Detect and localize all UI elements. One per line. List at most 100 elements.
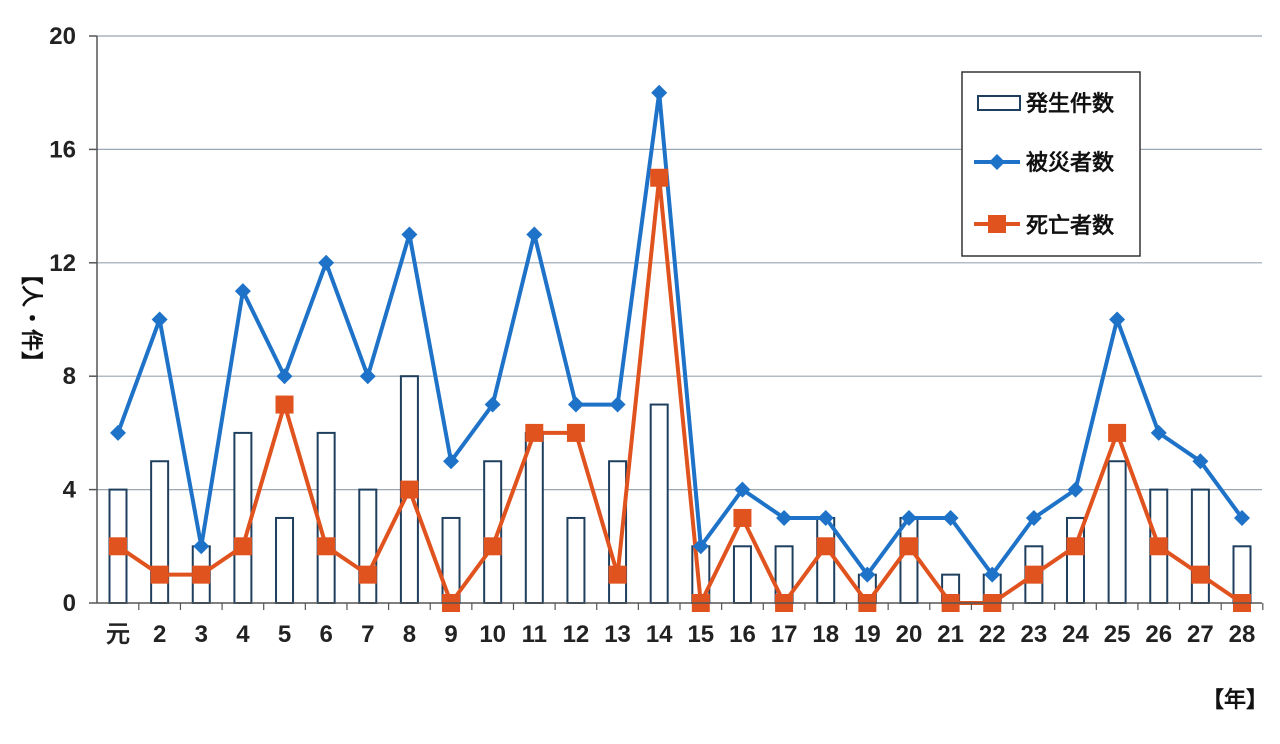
legend-label-deaths: 死亡者数 bbox=[1026, 213, 1115, 239]
x-tick-label: 19 bbox=[854, 621, 881, 648]
victims-point bbox=[276, 368, 293, 385]
bar bbox=[899, 516, 919, 605]
victims-point bbox=[776, 509, 793, 526]
victims-point bbox=[734, 481, 751, 498]
victims-point bbox=[401, 226, 418, 243]
victims-point bbox=[984, 566, 1001, 583]
legend-victims-marker bbox=[989, 154, 1005, 170]
x-tick-label: 17 bbox=[771, 621, 798, 648]
victims-point bbox=[484, 396, 501, 413]
line-series bbox=[109, 84, 1252, 612]
deaths-point bbox=[400, 480, 419, 499]
deaths-point bbox=[650, 168, 669, 187]
y-axis-label: 【人・件】 bbox=[18, 263, 43, 373]
x-tick-label: 12 bbox=[563, 621, 590, 648]
y-tick-label: 0 bbox=[63, 590, 76, 617]
x-axis-label: 【年】 bbox=[1202, 687, 1268, 713]
axes bbox=[96, 36, 1262, 604]
x-tick-label: 元 bbox=[106, 621, 130, 648]
victims-point bbox=[151, 311, 168, 328]
x-tick-label: 9 bbox=[444, 621, 457, 648]
x-tick-label: 6 bbox=[319, 621, 332, 648]
x-tick-label: 15 bbox=[687, 621, 714, 648]
victims-point bbox=[234, 283, 251, 300]
x-tick-label: 20 bbox=[896, 621, 923, 648]
bar bbox=[816, 516, 836, 605]
x-tick-label: 23 bbox=[1021, 621, 1048, 648]
x-tick-label: 27 bbox=[1187, 621, 1214, 648]
x-tick-label: 10 bbox=[479, 621, 506, 648]
bar bbox=[649, 403, 669, 604]
y-axis-ticks: 0 4 8 12 16 20 bbox=[49, 23, 76, 617]
legend-label-victims: 被災者数 bbox=[1026, 150, 1115, 176]
bar bbox=[358, 488, 378, 605]
deaths-line bbox=[116, 175, 1244, 605]
deaths-point bbox=[1191, 565, 1210, 584]
victims-point bbox=[110, 424, 126, 441]
deaths-point bbox=[1149, 537, 1168, 556]
deaths-point bbox=[566, 423, 585, 442]
victims-point bbox=[318, 254, 335, 271]
victims-point bbox=[1192, 453, 1209, 470]
x-tick-label: 5 bbox=[278, 621, 291, 648]
victims-line bbox=[116, 90, 1244, 577]
deaths-point bbox=[899, 537, 918, 556]
x-tick-label: 21 bbox=[937, 621, 964, 648]
x-tick-label: 26 bbox=[1145, 621, 1172, 648]
victims-point bbox=[900, 509, 917, 526]
victims-point bbox=[859, 566, 876, 583]
legend: 発生件数 被災者数 死亡者数 bbox=[961, 71, 1141, 257]
x-tick-label: 14 bbox=[646, 621, 673, 648]
y-tick-label: 12 bbox=[49, 250, 76, 277]
x-tick-label: 8 bbox=[403, 621, 416, 648]
victims-point bbox=[942, 509, 959, 526]
deaths-point bbox=[317, 537, 336, 556]
legend-bar-swatch bbox=[977, 95, 1021, 111]
deaths-point bbox=[483, 537, 502, 556]
x-tick-label: 25 bbox=[1104, 621, 1131, 648]
victims-point bbox=[609, 396, 626, 413]
x-axis-ticks: 元 2 3 4 5 6 7 8 9 10 11 12 13 14 15 16 17 18 19 20 21 22 23 24 2… bbox=[106, 603, 1264, 648]
deaths-point bbox=[1108, 423, 1127, 442]
victims-point bbox=[1025, 509, 1042, 526]
deaths-point bbox=[608, 565, 627, 584]
x-tick-label: 22 bbox=[979, 621, 1006, 648]
y-tick-label: 20 bbox=[49, 23, 76, 50]
x-tick-label: 24 bbox=[1062, 621, 1089, 648]
x-tick-label: 7 bbox=[361, 621, 374, 648]
deaths-point bbox=[192, 565, 211, 584]
victims-point bbox=[692, 538, 709, 555]
bar bbox=[524, 431, 544, 604]
deaths-point bbox=[1066, 537, 1085, 556]
x-tick-label: 28 bbox=[1229, 621, 1256, 648]
x-tick-label: 16 bbox=[729, 621, 756, 648]
bar bbox=[233, 431, 253, 604]
x-tick-label: 18 bbox=[812, 621, 839, 648]
bar bbox=[1107, 460, 1127, 604]
x-tick-label: 11 bbox=[522, 621, 547, 648]
victims-point bbox=[1150, 424, 1167, 441]
deaths-point bbox=[816, 537, 835, 556]
y-tick-label: 16 bbox=[49, 136, 76, 163]
x-tick-label: 2 bbox=[153, 621, 166, 648]
bar bbox=[316, 431, 336, 604]
x-tick-label: 3 bbox=[195, 621, 208, 648]
deaths-point bbox=[1024, 565, 1043, 584]
legend-deaths-marker bbox=[988, 215, 1006, 233]
deaths-point bbox=[150, 565, 169, 584]
x-tick-label: 13 bbox=[604, 621, 631, 648]
victims-point bbox=[817, 509, 834, 526]
bar bbox=[566, 516, 586, 605]
victims-point bbox=[1234, 509, 1251, 526]
bar bbox=[732, 545, 752, 604]
victims-point bbox=[359, 368, 376, 385]
victims-point bbox=[1109, 311, 1126, 328]
victims-point bbox=[193, 538, 210, 555]
bar bbox=[1190, 488, 1210, 605]
bar bbox=[275, 516, 295, 605]
deaths-point bbox=[733, 508, 752, 527]
deaths-point bbox=[275, 395, 294, 414]
x-tick-label: 4 bbox=[236, 621, 250, 648]
y-tick-label: 4 bbox=[63, 477, 77, 504]
